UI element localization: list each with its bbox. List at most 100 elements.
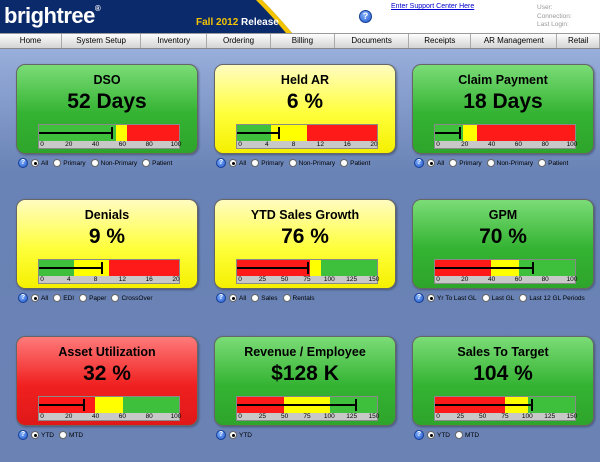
nav-item-receipts[interactable]: Receipts [409, 34, 472, 48]
radio-label-mtd[interactable]: MTD [465, 431, 480, 439]
kpi-title: GPM [488, 208, 518, 222]
radio-label-ytd[interactable]: YTD [239, 431, 252, 439]
radio-sales[interactable] [251, 294, 260, 302]
radio-label-ytd[interactable]: YTD [437, 431, 450, 439]
radio-all[interactable] [427, 159, 435, 167]
radio-label-yr-to-last-gl[interactable]: Yr To Last GL [437, 294, 477, 302]
kpi-help-icon[interactable]: ? [414, 430, 424, 440]
help-icon[interactable]: ? [359, 10, 372, 23]
radio-label-all[interactable]: All [41, 294, 49, 302]
gauge-needle-tip [459, 127, 462, 139]
gauge-tick-label: 100 [323, 276, 335, 283]
radio-edi[interactable] [53, 294, 62, 302]
radio-primary[interactable] [251, 159, 260, 167]
radio-non-primary[interactable] [288, 159, 297, 167]
kpi-tile-dso[interactable]: DSO 52 Days 0 20 40 60 80 100 [16, 64, 198, 154]
kpi-tile-denials[interactable]: Denials 9 % 0 4 8 12 16 20 [16, 199, 198, 289]
radio-label-patient[interactable]: Patient [152, 159, 173, 167]
radio-label-rentals[interactable]: Rentals [292, 294, 315, 302]
kpi-title: DSO [93, 73, 121, 87]
gauge-tick-label: 0 [238, 141, 242, 148]
radio-label-mtd[interactable]: MTD [69, 431, 84, 439]
radio-label-all[interactable]: All [41, 159, 49, 167]
support-center-link[interactable]: Enter Support Center Here [391, 3, 475, 10]
radio-patient[interactable] [340, 159, 349, 167]
kpi-tile-gpm[interactable]: GPM 70 % 0 20 40 60 80 100 [412, 199, 594, 289]
radio-label-non-primary[interactable]: Non-Primary [298, 159, 336, 167]
radio-yr-to-last-gl[interactable] [427, 294, 435, 302]
radio-patient[interactable] [538, 159, 547, 167]
radio-mtd[interactable] [455, 431, 463, 439]
radio-rentals[interactable] [282, 294, 291, 302]
radio-label-non-primary[interactable]: Non-Primary [496, 159, 534, 167]
kpi-tile-sales-to-target[interactable]: Sales To Target 104 % 0 25 50 75 100 125 150 [412, 336, 594, 426]
gauge-tick-label: 20 [370, 141, 378, 148]
gauge-needle [435, 132, 461, 134]
kpi-tile-claim-payment[interactable]: Claim Payment 18 Days 0 20 40 60 80 100 [412, 64, 594, 154]
nav-item-inventory[interactable]: Inventory [141, 34, 208, 48]
radio-mtd[interactable] [59, 431, 67, 439]
radio-label-primary[interactable]: Primary [261, 159, 284, 167]
radio-ytd[interactable] [427, 431, 435, 439]
radio-ytd[interactable] [229, 431, 237, 439]
kpi-help-icon[interactable]: ? [18, 293, 28, 303]
radio-all[interactable] [229, 294, 237, 302]
radio-label-ytd[interactable]: YTD [41, 431, 54, 439]
kpi-filter-options: ? All Sales Rentals [216, 292, 320, 304]
nav-item-ordering[interactable]: Ordering [207, 34, 271, 48]
radio-patient[interactable] [142, 159, 151, 167]
radio-crossover[interactable] [111, 294, 120, 302]
gauge-tick-label: 75 [303, 413, 311, 420]
kpi-help-icon[interactable]: ? [414, 158, 424, 168]
kpi-help-icon[interactable]: ? [414, 293, 424, 303]
radio-label-sales[interactable]: Sales [261, 294, 278, 302]
radio-label-last-gl[interactable]: Last GL [491, 294, 515, 302]
radio-all[interactable] [31, 159, 39, 167]
kpi-help-icon[interactable]: ? [216, 158, 226, 168]
kpi-tile-revenue-employee[interactable]: Revenue / Employee $128 K 0 25 50 75 100 125 150 [214, 336, 396, 426]
radio-label-non-primary[interactable]: Non-Primary [100, 159, 138, 167]
radio-all[interactable] [31, 294, 39, 302]
radio-label-all[interactable]: All [239, 294, 247, 302]
radio-non-primary[interactable] [90, 159, 99, 167]
kpi-gauge: 0 4 8 12 16 20 [236, 124, 378, 149]
brightree-logo[interactable]: brightree® [4, 3, 101, 28]
radio-non-primary[interactable] [486, 159, 495, 167]
kpi-tile-ytd-sales-growth[interactable]: YTD Sales Growth 76 % 0 25 50 75 100 125 150 [214, 199, 396, 289]
radio-primary[interactable] [53, 159, 62, 167]
radio-all[interactable] [229, 159, 237, 167]
radio-label-primary[interactable]: Primary [459, 159, 482, 167]
kpi-help-icon[interactable]: ? [216, 293, 226, 303]
kpi-help-icon[interactable]: ? [18, 430, 28, 440]
kpi-tile-asset-utilization[interactable]: Asset Utilization 32 % 0 20 40 60 80 100 [16, 336, 198, 426]
radio-ytd[interactable] [31, 431, 39, 439]
nav-item-home[interactable]: Home [0, 34, 62, 48]
radio-paper[interactable] [79, 294, 88, 302]
nav-item-documents[interactable]: Documents [335, 34, 410, 48]
kpi-help-icon[interactable]: ? [216, 430, 226, 440]
radio-label-edi[interactable]: EDI [63, 294, 75, 302]
gauge-tick-label: 80 [145, 413, 153, 420]
radio-label-crossover[interactable]: CrossOver [121, 294, 153, 302]
radio-label-last-12-gl-periods[interactable]: Last 12 GL Periods [529, 294, 585, 302]
gauge-tick-label: 4 [66, 276, 71, 283]
radio-label-patient[interactable]: Patient [548, 159, 569, 167]
radio-label-patient[interactable]: Patient [350, 159, 371, 167]
kpi-tile-held-ar[interactable]: Held AR 6 % 0 4 8 12 16 20 [214, 64, 396, 154]
radio-last-gl[interactable] [481, 294, 490, 302]
nav-item-retail[interactable]: Retail [557, 34, 600, 48]
nav-item-system-setup[interactable]: System Setup [62, 34, 142, 48]
gauge-tick-label: 20 [461, 141, 469, 148]
nav-item-ar-management[interactable]: AR Management [471, 34, 558, 48]
kpi-help-icon[interactable]: ? [18, 158, 28, 168]
radio-label-all[interactable]: All [437, 159, 445, 167]
connection-label: Connection: [537, 12, 572, 20]
radio-label-paper[interactable]: Paper [89, 294, 107, 302]
gauge-needle-tip [101, 262, 103, 274]
radio-last-12-gl-periods[interactable] [519, 294, 528, 302]
nav-item-billing[interactable]: Billing [271, 34, 335, 48]
kpi-gauge: 0 4 8 12 16 20 [38, 259, 180, 284]
radio-label-primary[interactable]: Primary [63, 159, 86, 167]
radio-label-all[interactable]: All [239, 159, 247, 167]
radio-primary[interactable] [449, 159, 458, 167]
